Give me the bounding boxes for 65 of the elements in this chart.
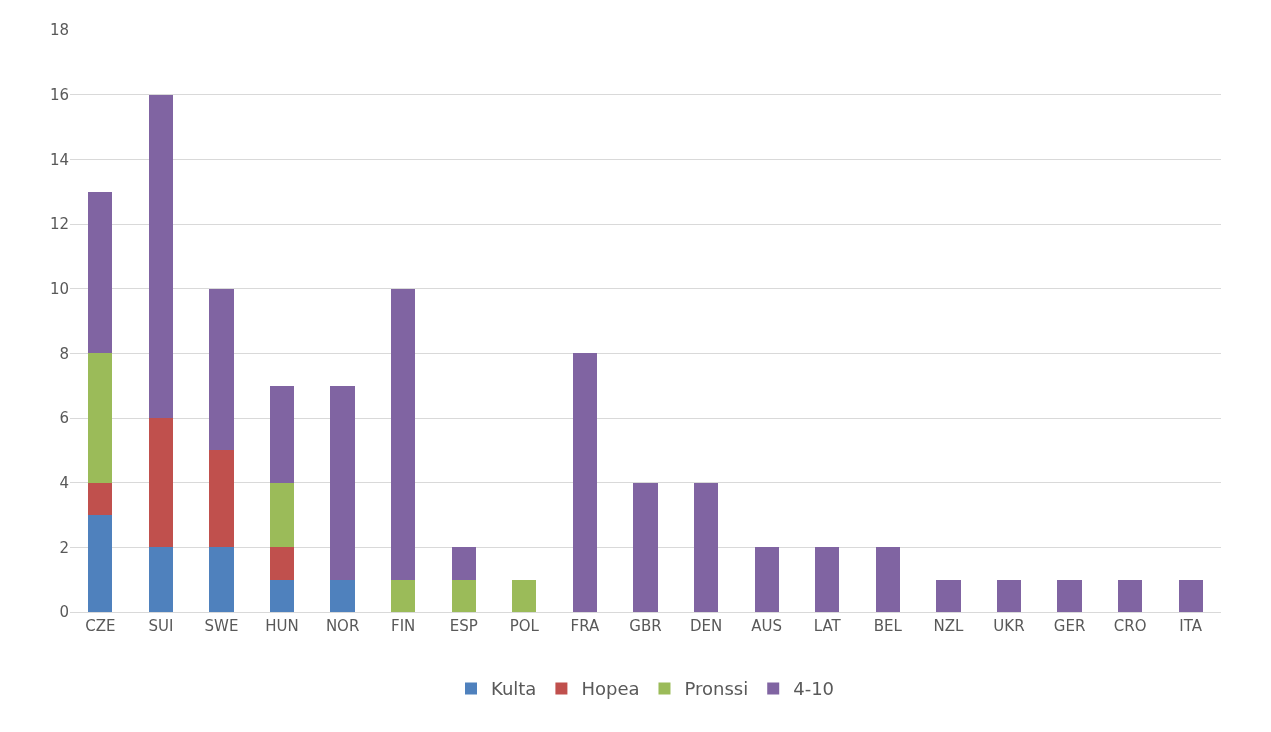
legend-label: 4-10	[793, 678, 835, 700]
bar	[512, 579, 537, 612]
x-tick-label: CZE	[85, 617, 116, 635]
x-tick-label: GER	[1053, 617, 1086, 635]
y-tick-label: 2	[59, 538, 69, 557]
bar	[1057, 579, 1082, 612]
bar	[330, 385, 355, 580]
bar	[633, 482, 658, 612]
x-tick-label: ITA	[1179, 617, 1203, 635]
x-tick-label: AUS	[751, 617, 783, 635]
bar	[148, 547, 173, 612]
legend-label: Kulta	[491, 678, 537, 700]
legend-label: Hopea	[581, 678, 640, 700]
bar	[148, 418, 173, 548]
bar	[209, 450, 234, 548]
bar	[391, 579, 416, 612]
bar	[451, 579, 476, 612]
x-tick-label: SWE	[204, 617, 239, 635]
x-tick-label: GBR	[629, 617, 662, 635]
bar	[391, 288, 416, 580]
bar	[451, 547, 476, 580]
bar	[572, 353, 598, 612]
bar	[209, 288, 234, 451]
bar	[754, 547, 779, 612]
x-tick-label: NOR	[325, 617, 360, 635]
bar	[88, 515, 113, 612]
bar	[1118, 579, 1143, 612]
bar	[936, 579, 961, 612]
bar	[269, 579, 295, 612]
x-tick-label: NZL	[933, 617, 964, 635]
bar	[1178, 579, 1203, 612]
legend-label: Pronssi	[684, 678, 749, 700]
y-tick-label: 14	[49, 150, 69, 169]
bar	[88, 191, 113, 354]
x-tick-label: CRO	[1113, 617, 1147, 635]
bar	[209, 547, 234, 612]
y-tick-label: 0	[59, 603, 69, 622]
bar	[875, 547, 900, 612]
x-tick-label: SUI	[148, 617, 174, 635]
y-tick-label: 12	[49, 215, 69, 234]
x-tick-label: DEN	[689, 617, 723, 635]
x-tick-label: BEL	[873, 617, 903, 635]
x-tick-label: UKR	[993, 617, 1025, 635]
y-tick-label: 18	[49, 21, 69, 40]
x-tick-label: ESP	[449, 617, 478, 635]
y-tick-label: 16	[49, 85, 69, 104]
bar	[269, 482, 295, 548]
x-tick-label: LAT	[813, 617, 842, 635]
bar	[269, 385, 295, 483]
y-tick-label: 8	[59, 344, 69, 363]
y-tick-label: 6	[59, 409, 69, 428]
y-tick-label: 4	[59, 473, 69, 492]
bar	[88, 482, 113, 515]
bar	[330, 579, 355, 612]
x-tick-label: FRA	[570, 617, 600, 635]
bar	[148, 94, 173, 418]
x-tick-label: HUN	[265, 617, 299, 635]
bar	[996, 579, 1022, 612]
x-tick-label: POL	[509, 617, 540, 635]
bar	[88, 353, 113, 483]
bar	[269, 547, 295, 580]
x-tick-label: FIN	[391, 617, 416, 635]
bar	[693, 482, 719, 612]
bar	[815, 547, 840, 612]
y-tick-label: 10	[49, 279, 69, 298]
